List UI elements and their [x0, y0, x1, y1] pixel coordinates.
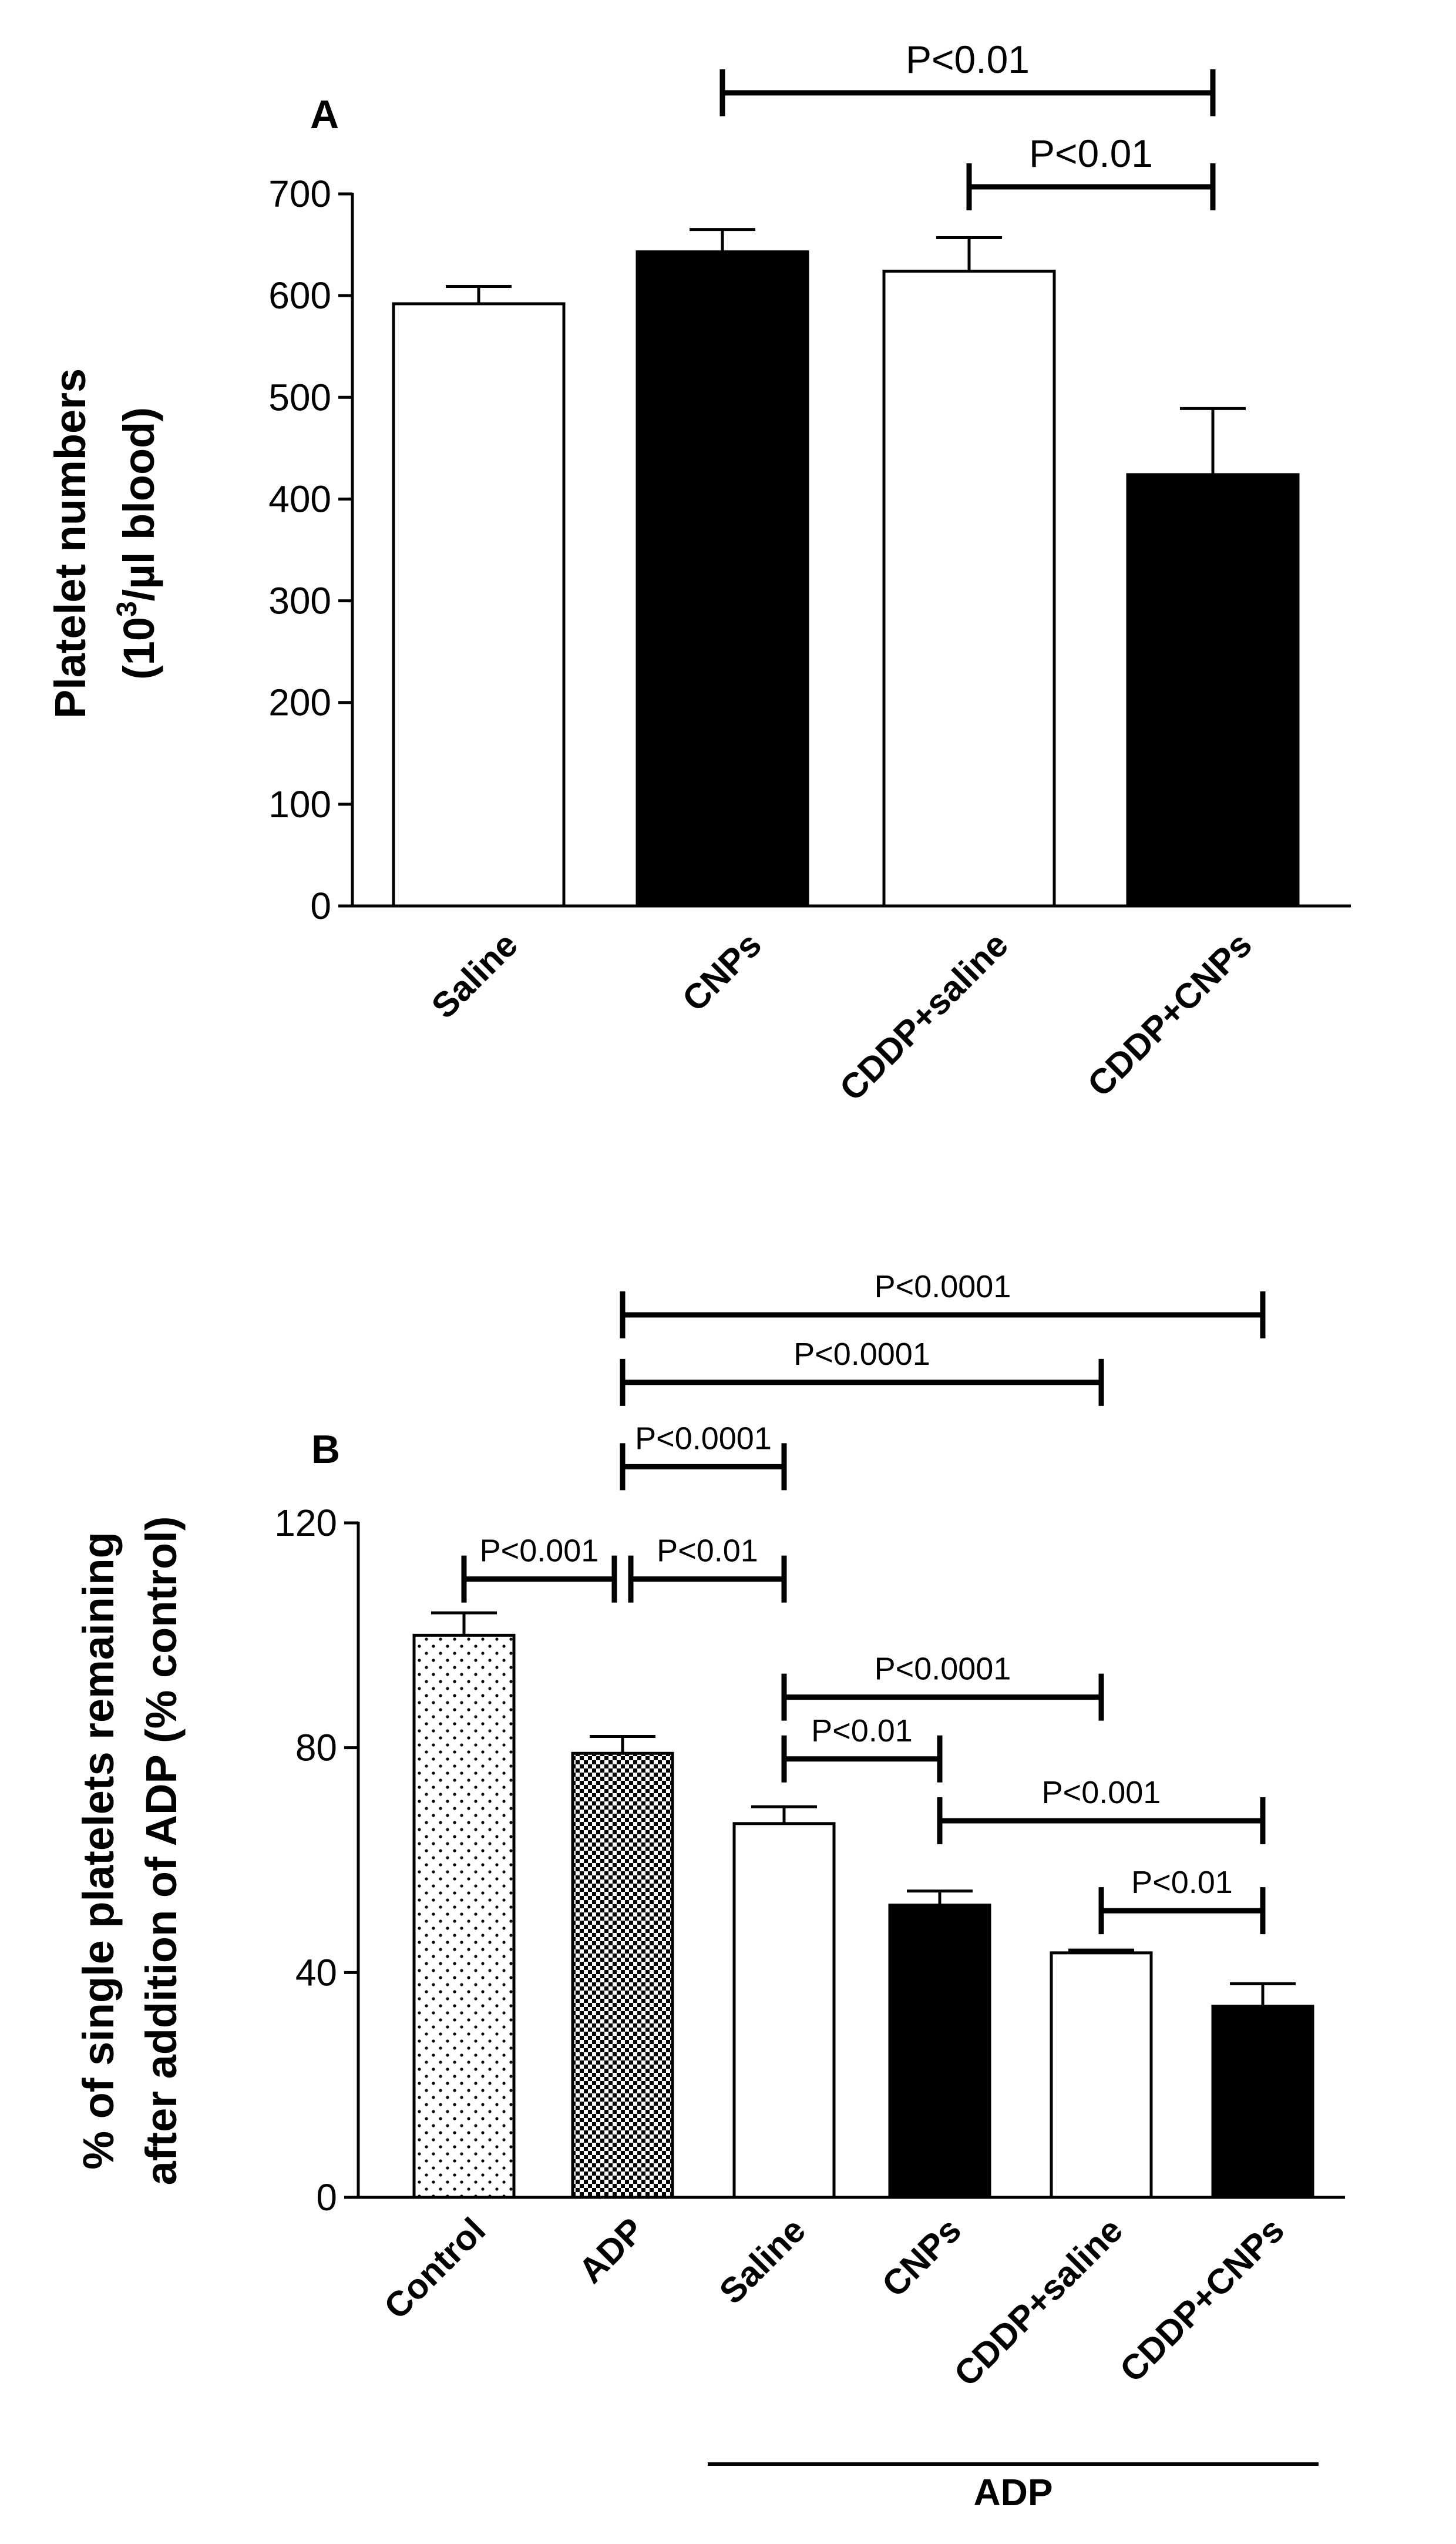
panel-a-y-axis-label-line2: (103/µl blood) — [112, 407, 163, 680]
y-tick-label: 40 — [295, 1951, 337, 1993]
panel-b-y-axis-label-line2: after addition of ADP (% control) — [137, 1516, 186, 2186]
x-category-label: Saline — [712, 2210, 813, 2311]
p-value-label: P<0.01 — [657, 1533, 758, 1569]
panel-a-label: A — [310, 92, 339, 137]
x-category-label: CNPs — [875, 2210, 969, 2305]
p-value-label: P<0.01 — [1029, 132, 1153, 175]
bar-cddp-saline — [882, 270, 1056, 908]
y-tick-label: 0 — [316, 2176, 337, 2219]
p-value-label: P<0.01 — [906, 38, 1030, 81]
p-value-label: P<0.001 — [480, 1533, 599, 1569]
x-category-label: CDDP+CNPs — [1112, 2210, 1292, 2390]
bar-cddp-cnps — [1126, 473, 1300, 908]
y-tick-label: 300 — [268, 580, 331, 622]
y-tick-label: 600 — [268, 274, 331, 317]
panel-b-label: B — [311, 1427, 340, 1472]
x-category-label: CNPs — [675, 925, 769, 1019]
bar-control — [412, 1633, 516, 2199]
x-category-label: CDDP+CNPs — [1080, 925, 1260, 1105]
bar-cnps — [888, 1904, 991, 2199]
panel-a-bar-chart: A Platelet numbers (103/µl blood) 0 100 20… — [46, 38, 1351, 1108]
y-tick-label: 120 — [274, 1502, 337, 1544]
group-label-adp: ADP — [973, 2471, 1053, 2513]
p-value-label: P<0.0001 — [875, 1652, 1011, 1687]
p-value-label: P<0.01 — [811, 1713, 913, 1748]
y-tick-label: 80 — [295, 1727, 337, 1769]
bar-cnps — [635, 250, 809, 908]
x-category-label: CDDP+saline — [947, 2210, 1131, 2394]
bar-saline — [392, 302, 566, 908]
y-tick-label: 0 — [310, 885, 331, 927]
panel-b-bar-chart: B % of single platelets remaining after … — [74, 1269, 1345, 2513]
panel-a-y-axis-label-line1: Platelet numbers — [46, 368, 95, 719]
y-tick-label: 200 — [268, 682, 331, 724]
bar-saline — [732, 1822, 836, 2199]
y-tick-label: 100 — [268, 783, 331, 825]
bar-adp — [571, 1751, 674, 2199]
y-tick-label: 400 — [268, 478, 331, 520]
p-value-label: P<0.01 — [1131, 1865, 1233, 1900]
y-tick-label: 500 — [268, 376, 331, 418]
x-category-label: CDDP+saline — [832, 925, 1016, 1109]
p-value-label: P<0.0001 — [875, 1269, 1011, 1304]
bar-cddp-saline — [1050, 1951, 1153, 2199]
y-tick-label: 700 — [268, 173, 331, 215]
panel-b-y-axis-label-line1: % of single platelets remaining — [74, 1532, 123, 2170]
x-category-label: ADP — [571, 2210, 651, 2291]
x-category-label: Control — [376, 2210, 493, 2327]
p-value-label: P<0.001 — [1042, 1775, 1161, 1810]
bar-cddp-cnps — [1211, 2005, 1314, 2199]
p-value-label: P<0.0001 — [635, 1421, 772, 1456]
p-value-label: P<0.0001 — [793, 1337, 930, 1372]
x-category-label: Saline — [424, 925, 525, 1026]
